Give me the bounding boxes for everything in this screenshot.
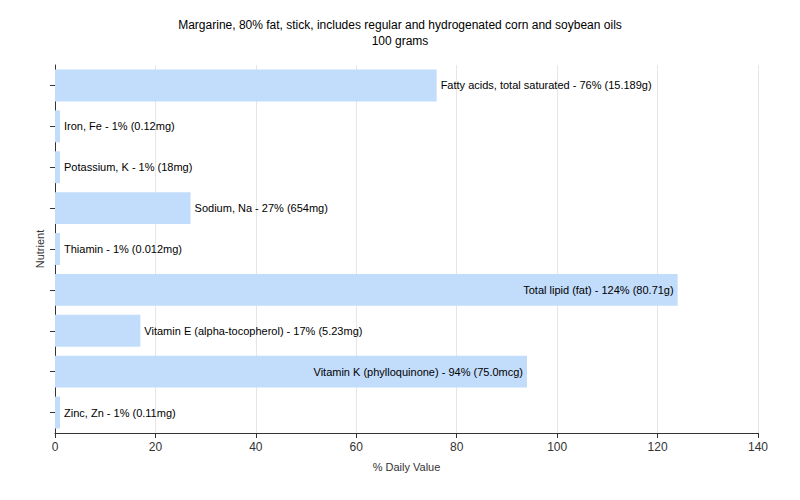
svg-text:Iron, Fe - 1% (0.12mg): Iron, Fe - 1% (0.12mg) — [64, 120, 175, 132]
svg-text:60: 60 — [350, 440, 364, 454]
svg-text:100: 100 — [547, 440, 567, 454]
svg-text:Margarine, 80% fat, stick, inc: Margarine, 80% fat, stick, includes regu… — [178, 18, 622, 32]
svg-text:% Daily Value: % Daily Value — [373, 461, 441, 473]
svg-text:0: 0 — [52, 440, 59, 454]
svg-text:80: 80 — [450, 440, 464, 454]
svg-text:120: 120 — [648, 440, 668, 454]
svg-text:20: 20 — [149, 440, 163, 454]
svg-text:Nutrient: Nutrient — [34, 230, 46, 269]
svg-text:140: 140 — [748, 440, 768, 454]
svg-text:Total lipid (fat) - 124% (80.7: Total lipid (fat) - 124% (80.71g) — [523, 284, 673, 296]
svg-text:Fatty acids, total saturated -: Fatty acids, total saturated - 76% (15.1… — [441, 79, 652, 91]
svg-text:Potassium, K - 1% (18mg): Potassium, K - 1% (18mg) — [64, 161, 192, 173]
svg-text:40: 40 — [249, 440, 263, 454]
svg-text:Zinc, Zn - 1% (0.11mg): Zinc, Zn - 1% (0.11mg) — [64, 407, 176, 419]
svg-text:Vitamin E (alpha-tocopherol) -: Vitamin E (alpha-tocopherol) - 17% (5.23… — [144, 325, 362, 337]
svg-text:Thiamin - 1% (0.012mg): Thiamin - 1% (0.012mg) — [64, 243, 182, 255]
svg-text:100 grams: 100 grams — [372, 34, 429, 48]
svg-text:Vitamin K (phylloquinone) - 94: Vitamin K (phylloquinone) - 94% (75.0mcg… — [313, 366, 523, 378]
svg-text:Sodium, Na - 27% (654mg): Sodium, Na - 27% (654mg) — [195, 202, 328, 214]
